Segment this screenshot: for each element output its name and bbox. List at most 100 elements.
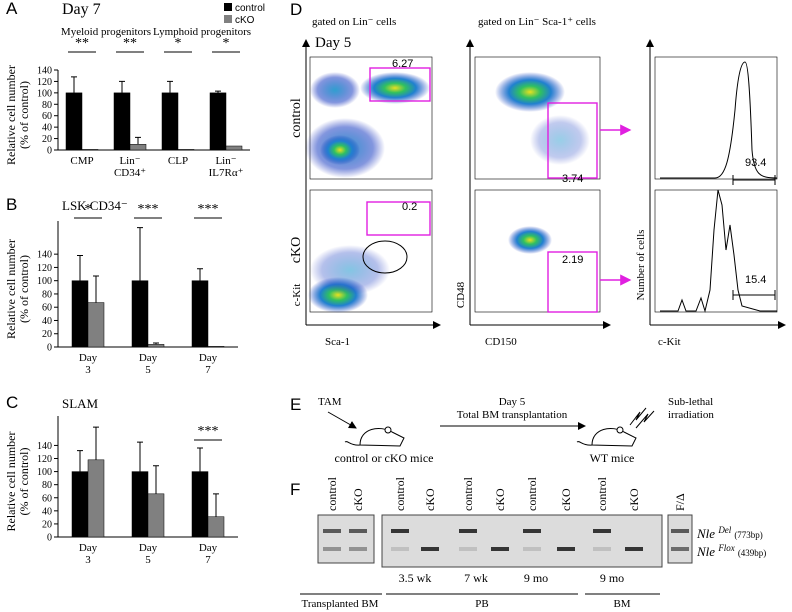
error-bar [71,76,77,93]
significance: *** [138,202,159,217]
gel-band [671,547,689,551]
error-bar [119,80,125,93]
gel-band [323,547,341,551]
gel-image [667,514,693,564]
lane-label: cKO [351,488,365,511]
bar [87,459,105,538]
lane-label: cKO [559,488,573,511]
label-line: Day [79,542,98,554]
axis-label: Number of cells [635,230,647,301]
y-tick-label: 120 [37,77,52,88]
legend-label: cKO [235,15,255,26]
y-tick-label: 100 [37,88,52,99]
band-size: (773bp) [734,530,763,540]
y-axis-label: (% of control) [17,448,31,516]
bar [225,145,243,151]
band-size: (439bp) [738,548,767,558]
legend-swatch [224,3,232,11]
x-tick-label: Lin⁻ CD34⁺ [114,155,146,179]
label-line: Day [139,542,158,554]
error-bar [153,465,159,494]
gel-band [323,529,341,533]
scatter-plots [305,56,778,313]
label-line: IL7Rα⁺ [209,167,244,179]
gel-band [593,547,611,551]
axis-label: c-Kit [291,284,303,307]
label-line: Day [139,352,158,364]
lane-label: control [393,476,407,511]
y-tick-label: 80 [42,100,52,111]
y-tick-label: 60 [42,111,52,122]
y-tick-label: 140 [37,441,52,452]
y-tick-label: 0 [47,533,52,544]
y-tick-label: 80 [42,480,52,491]
row-label: control [289,98,304,138]
gel-band [459,529,477,533]
bar [81,149,99,151]
mouse-ear [384,426,392,434]
bar [87,302,105,348]
gel-band [491,547,509,551]
panel-letter: B [6,195,17,214]
y-axis-label: Relative cell number [4,239,18,339]
gate [369,67,431,102]
error-bar [77,450,83,472]
y-axis-label: Relative cell number [4,65,18,165]
gate-value: 3.74 [562,173,583,185]
chart-title: Day 7 [62,1,101,18]
error-bar [137,441,143,472]
flow-title: Day 5 [315,35,351,51]
gel-band [671,529,689,533]
lane-label: control [461,476,475,511]
chart-title: LSK CD34⁻ [62,198,128,213]
significance: * [85,202,92,217]
mouse-body [591,428,637,447]
label-line: 7 [205,364,211,376]
y-tick-label: 100 [37,276,52,287]
step-label: Total BM transplantation [457,409,568,421]
error-bar [93,275,99,303]
significance: * [175,36,182,51]
row-label: cKO [289,237,304,263]
gel-image [381,514,663,568]
y-tick-label: 20 [42,134,52,145]
panel-letter: F [290,480,300,499]
gate [547,102,598,179]
error-bar [197,268,203,281]
gel-band [349,547,367,551]
legend-label: control [235,3,265,14]
panel-letter: D [290,0,302,19]
time-label: 3.5 wk [399,571,432,585]
gate-ellipse [362,240,408,274]
x-tick-label: Day 3 [79,352,98,376]
mouse-ear [616,426,624,434]
axis-label: Sca-1 [325,336,350,348]
y-tick-label: 120 [37,454,52,465]
lane-label: control [325,476,339,511]
y-tick-label: 40 [42,506,52,517]
band-label: Nle Del (773bp) [696,525,763,541]
x-tick-label: CLP [168,155,188,167]
histogram [660,189,777,313]
gate-title: gated on Lin⁻ cells [312,16,396,28]
gel-band [459,547,477,551]
mouse-body [359,428,405,447]
time-label: 7 wk [464,571,488,585]
gel-band [593,529,611,533]
band-label: Nle Flox (439bp) [696,543,766,559]
x-tick-label: Day 5 [139,352,158,376]
label-line: Lin⁻ [119,155,140,167]
gate [366,201,431,236]
lane-label: control [595,476,609,511]
bar [113,92,131,151]
bar [161,92,179,151]
bar [131,280,149,348]
error-bar [213,493,219,517]
gel-band [625,547,643,551]
allele: Flox [717,543,735,553]
mouse-tail [344,441,361,446]
chart-title: SLAM [62,396,99,411]
group-label: Myeloid progenitors [61,26,151,38]
label-line: CD34⁺ [114,167,146,179]
legend-swatch [224,15,232,23]
